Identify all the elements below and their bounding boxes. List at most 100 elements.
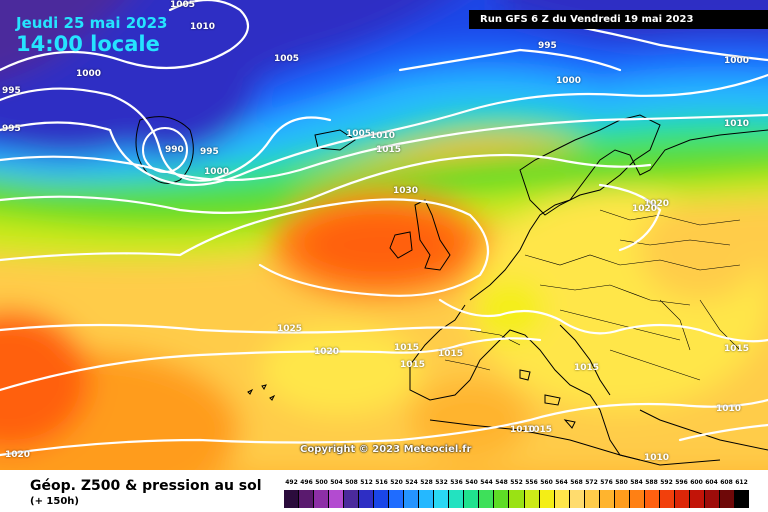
scale-swatch (719, 490, 735, 508)
isobar-label: 1015 (376, 145, 402, 155)
scale-label: 528 (420, 479, 433, 486)
scale-swatch (659, 490, 675, 508)
landmasses (135, 114, 768, 466)
scale-swatch (569, 490, 585, 508)
europe-coastline (409, 129, 768, 461)
scale-label: 556 (525, 479, 538, 486)
scale-swatch (344, 490, 360, 508)
isobar-label: 1005 (170, 0, 196, 10)
low-pressure-circle (142, 127, 188, 173)
greenland-outline (135, 116, 194, 184)
scale-swatch (629, 490, 645, 508)
isobar-label: 1010 (724, 119, 750, 129)
borders (444, 209, 741, 381)
scale-label: 576 (600, 479, 613, 486)
forecast-time: 14:00 locale (16, 32, 160, 56)
scale-label: 512 (360, 479, 373, 486)
scale-label: 496 (300, 479, 313, 486)
scale-swatch (584, 490, 600, 508)
isobar-label: 1010 (370, 131, 396, 141)
scale-label: 600 (690, 479, 703, 486)
scale-swatch (419, 490, 435, 508)
scale-label: 552 (510, 479, 523, 486)
scale-swatch (539, 490, 555, 508)
scale-swatch (734, 490, 749, 508)
british-isles-outline (389, 199, 451, 271)
scale-label: 568 (570, 479, 583, 486)
scale-swatch (314, 490, 330, 508)
isobar-label: 1025 (277, 324, 303, 334)
scale-swatch (674, 490, 690, 508)
isobar-label: 1015 (400, 360, 426, 370)
scale-label: 508 (345, 479, 358, 486)
scale-label: 520 (390, 479, 403, 486)
isobar-label: 1000 (76, 69, 102, 79)
scale-swatch (479, 490, 495, 508)
scale-label: 492 (285, 479, 298, 486)
isobar-label: 1020 (644, 199, 670, 209)
isobar-label: 995 (2, 124, 21, 134)
scale-label: 524 (405, 479, 418, 486)
isobar-label: 1030 (393, 186, 419, 196)
isobar-label: 995 (538, 41, 557, 51)
scale-swatch (554, 490, 570, 508)
isobar-label: 1015 (438, 349, 464, 359)
isobar-label: 1020 (5, 450, 31, 460)
scale-swatch (509, 490, 525, 508)
color-scale-bar (284, 490, 749, 508)
iceland-outline (314, 129, 356, 151)
scandinavia-outline (519, 114, 661, 216)
scale-label: 580 (615, 479, 628, 486)
scale-label: 532 (435, 479, 448, 486)
geopotential-pressure-map (0, 0, 768, 470)
isobar-label: 1015 (527, 425, 553, 435)
scale-label: 548 (495, 479, 508, 486)
isobar-label: 1015 (724, 344, 750, 354)
isobar-label: 1000 (556, 76, 582, 86)
isobar-label: 1020 (314, 347, 340, 357)
scale-swatch (299, 490, 315, 508)
model-run-info: Run GFS 6 Z du Vendredi 19 mai 2023 (469, 10, 768, 29)
scale-swatch (389, 490, 405, 508)
isobar-label: 1000 (724, 56, 750, 66)
scale-label: 588 (645, 479, 658, 486)
north-africa-outline (429, 419, 721, 466)
scale-swatch (599, 490, 615, 508)
scale-label: 604 (705, 479, 718, 486)
product-title: Géop. Z500 & pression au sol (30, 478, 262, 494)
scale-label: 500 (315, 479, 328, 486)
forecast-lead-time: (+ 150h) (30, 496, 79, 507)
scale-label: 592 (660, 479, 673, 486)
isobar-label: 1000 (204, 167, 230, 177)
scale-label: 608 (720, 479, 733, 486)
scale-label: 560 (540, 479, 553, 486)
isobar-label: 1010 (644, 453, 670, 463)
scale-swatch (704, 490, 720, 508)
scale-label: 544 (480, 479, 493, 486)
isobar-label: 1010 (190, 22, 216, 32)
scale-label: 596 (675, 479, 688, 486)
scale-swatch (524, 490, 540, 508)
scale-swatch (614, 490, 630, 508)
scale-label: 572 (585, 479, 598, 486)
scale-swatch (644, 490, 660, 508)
scale-swatch (284, 490, 300, 508)
isobar-label: 995 (2, 86, 21, 96)
scale-label: 612 (735, 479, 748, 486)
isobar-label: 990 (165, 145, 184, 155)
forecast-date: Jeudi 25 mai 2023 (16, 14, 168, 32)
scale-swatch (494, 490, 510, 508)
scale-swatch (359, 490, 375, 508)
scale-swatch (329, 490, 345, 508)
scale-label: 536 (450, 479, 463, 486)
map-footer: Géop. Z500 & pression au sol (+ 150h) 49… (0, 470, 768, 512)
color-scale-labels: 492 496 500 504 508 512 516 520 524 528 532 536 540 5… (280, 479, 752, 489)
scale-label: 516 (375, 479, 388, 486)
geopotential-color-field (0, 0, 768, 470)
isobar-label: 1015 (574, 363, 600, 373)
islands (247, 369, 576, 429)
scale-label: 584 (630, 479, 643, 486)
scale-label: 504 (330, 479, 343, 486)
isobar-label: 1015 (394, 343, 420, 353)
